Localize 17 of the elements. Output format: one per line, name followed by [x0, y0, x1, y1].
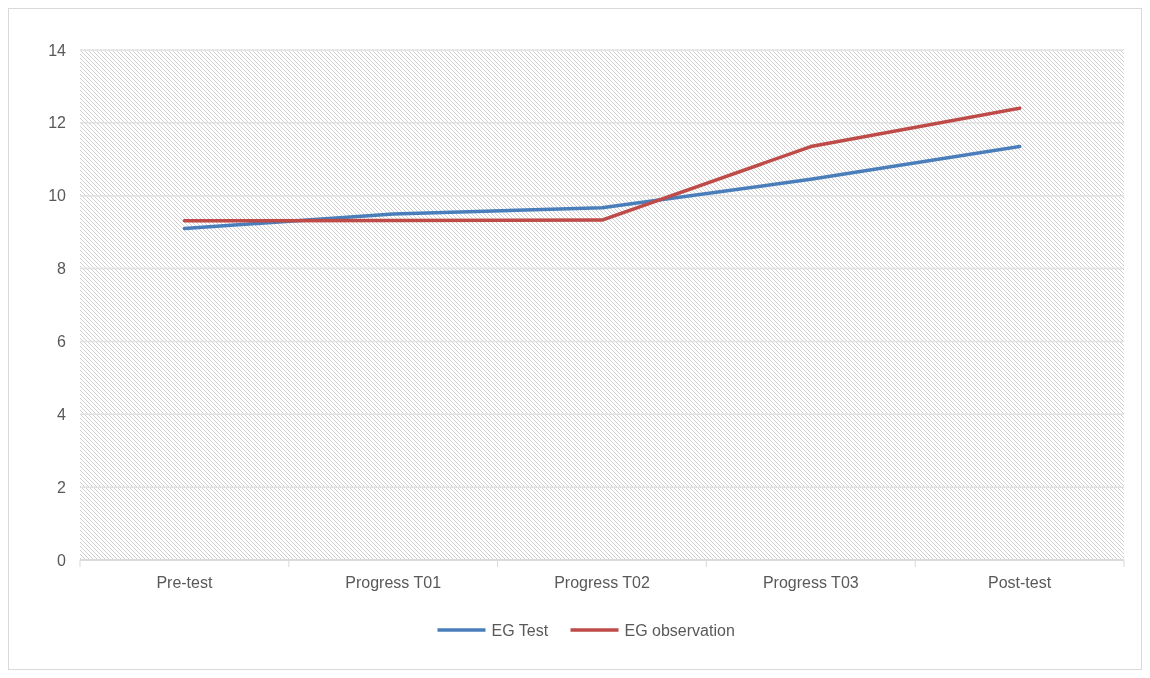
x-tick-label: Progress T02: [554, 574, 650, 591]
line-series: [182, 106, 1022, 223]
y-tick-label: 12: [48, 114, 67, 132]
y-tick-label: 0: [57, 551, 67, 569]
x-tick-label: Progress T03: [762, 574, 859, 591]
y-tick-label: 4: [57, 405, 67, 423]
legend-label: EG observation: [624, 621, 735, 639]
x-tick-label: Post-test: [988, 574, 1052, 591]
y-tick-label: 2: [57, 478, 67, 496]
y-tick-label: 14: [48, 41, 67, 59]
y-tick-label: 10: [48, 187, 67, 205]
y-tick-label: 6: [57, 333, 67, 351]
y-tick-label: 8: [57, 260, 67, 278]
legend-label: EG Test: [491, 621, 549, 639]
line-series: [182, 144, 1022, 231]
x-tick-label: Pre-test: [156, 574, 213, 591]
x-tick-label: Progress T01: [345, 574, 442, 591]
